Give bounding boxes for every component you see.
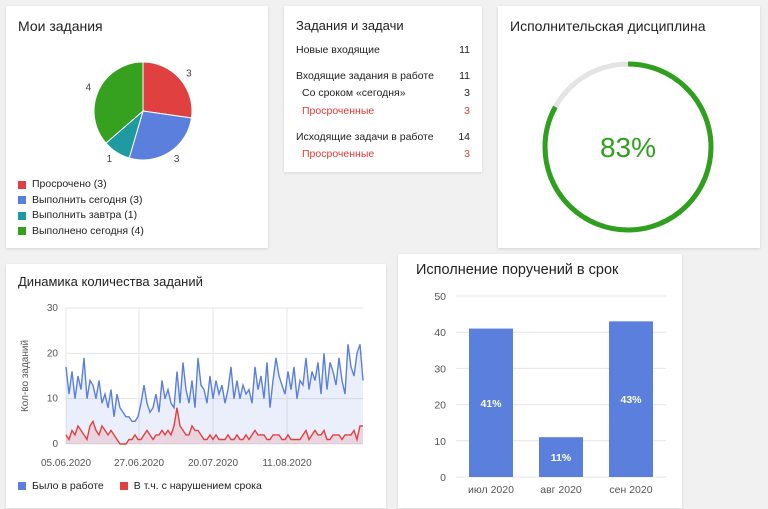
- row-value: 14: [458, 131, 470, 143]
- bar-value-label: 11%: [551, 452, 572, 464]
- row-label: Со сроком «сегодня»: [302, 87, 406, 99]
- tasks-summary-title: Задания и задачи: [296, 18, 404, 33]
- my-tasks-card: Мои задания 3 3 1 4 Просрочено (3) Выполнит…: [6, 6, 268, 248]
- discipline-card: Исполнительская дисциплина 83%: [498, 6, 760, 248]
- legend-swatch: [119, 482, 128, 490]
- pie-slice-label: 4: [86, 82, 92, 93]
- x-tick-label: 11.08.2020: [262, 458, 312, 469]
- y-tick-label: 10: [434, 436, 446, 448]
- gauge-progress: [542, 61, 714, 233]
- legend-swatch: [18, 180, 26, 189]
- y-tick-label: 0: [440, 472, 446, 484]
- row-outgoing-in-work[interactable]: Исходящие задачи в работе 14: [296, 131, 470, 143]
- pie-slice-label: 3: [186, 69, 192, 80]
- row-label: Просроченные: [302, 105, 375, 117]
- row-incoming-in-work[interactable]: Входящие задания в работе 11: [296, 70, 470, 82]
- row-value: 11: [459, 44, 470, 56]
- bar-value-label: 43%: [620, 394, 642, 406]
- legend-item-due-today[interactable]: Выполнить сегодня (3): [18, 193, 144, 209]
- row-label: Входящие задания в работе: [296, 70, 434, 82]
- y-tick-label: 30: [47, 303, 59, 314]
- y-tick-label: 30: [434, 363, 446, 375]
- x-tick-label: июл 2020: [468, 484, 514, 496]
- dynamics-title: Динамика количества заданий: [18, 274, 203, 289]
- y-tick-label: 20: [47, 348, 59, 359]
- series-line-overdue[interactable]: [65, 407, 363, 445]
- pie-slice[interactable]: [142, 61, 193, 119]
- legend-swatch: [18, 227, 26, 236]
- discipline-title: Исполнительская дисциплина: [510, 18, 706, 34]
- area-in-work: [66, 344, 363, 444]
- row-due-today[interactable]: Со сроком «сегодня» 3: [296, 87, 470, 99]
- x-tick-label: 05.06.2020: [41, 458, 91, 469]
- row-value: 3: [464, 148, 470, 160]
- bar[interactable]: [539, 437, 583, 477]
- bar[interactable]: [609, 321, 653, 477]
- y-tick-label: 20: [434, 400, 446, 412]
- bar[interactable]: [469, 328, 513, 477]
- dynamics-card: Динамика количества заданий 0 10 20 30 05.06…: [6, 264, 386, 508]
- on-time-card: Исполнение поручений в срок 0 10 20 30 40 50 4…: [398, 254, 682, 508]
- y-tick-label: 50: [434, 291, 446, 303]
- pie-slice[interactable]: [93, 61, 144, 144]
- legend-label: В т.ч. с нарушением срока: [133, 480, 262, 492]
- row-outgoing-overdue[interactable]: Просроченные 3: [296, 148, 470, 160]
- y-tick-label: 0: [52, 439, 58, 450]
- row-value: 3: [464, 105, 470, 117]
- legend-swatch: [18, 196, 26, 205]
- legend-label: Просрочено (3): [32, 178, 107, 190]
- legend-item-overdue[interactable]: В т.ч. с нарушением срока: [119, 480, 262, 492]
- y-tick-label: 10: [47, 394, 59, 405]
- series-line-in-work[interactable]: [65, 344, 364, 423]
- x-tick-label: 20.07.2020: [188, 458, 238, 469]
- dynamics-chart: 0 10 20 30 05.06.2020 27.06.2020 20.07.2020 11.…: [20, 303, 364, 469]
- pie-slice-label: 1: [107, 154, 113, 165]
- x-tick-label: авг 2020: [540, 484, 582, 496]
- pie-slice-label: 3: [174, 154, 180, 165]
- row-label: Исходящие задачи в работе: [296, 131, 434, 143]
- y-tick-label: 40: [434, 327, 446, 339]
- legend-label: Выполнено сегодня (4): [32, 224, 144, 237]
- legend-swatch: [18, 482, 26, 490]
- tasks-summary-card: Задания и задачи Новые входящие 11 Входя…: [284, 6, 482, 172]
- legend-swatch: [18, 211, 26, 220]
- legend-item-in-work[interactable]: Было в работе: [18, 480, 104, 492]
- discipline-gauge: 83%: [542, 61, 714, 233]
- my-tasks-legend: Просрочено (3) Выполнить сегодня (3) Вып…: [18, 177, 144, 239]
- row-value: 11: [459, 70, 470, 82]
- row-label: Просроченные: [302, 148, 375, 160]
- row-label: Новые входящие: [296, 44, 380, 56]
- on-time-title: Исполнение поручений в срок: [416, 262, 619, 278]
- gauge-value: 83%: [600, 132, 656, 163]
- legend-item-due-tomorrow[interactable]: Выполнить завтра (1): [18, 208, 144, 224]
- row-incoming-overdue[interactable]: Просроченные 3: [296, 105, 470, 117]
- legend-item-done-today[interactable]: Выполнено сегодня (4): [18, 224, 144, 240]
- row-value: 3: [464, 87, 470, 99]
- legend-label: Выполнить сегодня (3): [32, 193, 143, 206]
- my-tasks-pie-chart: 3 3 1 4: [86, 61, 193, 165]
- dynamics-legend: Было в работе В т.ч. с нарушением срока: [18, 480, 262, 492]
- y-axis-label: Кол-во заданий: [20, 340, 31, 412]
- area-overdue: [66, 407, 363, 444]
- my-tasks-title: Мои задания: [18, 18, 103, 34]
- x-tick-label: сен 2020: [609, 484, 652, 496]
- on-time-bar-chart: 0 10 20 30 40 50 41% июл 2020 11% авг 2020 43% сен …: [434, 291, 666, 496]
- legend-label: Было в работе: [32, 480, 104, 492]
- pie-slice[interactable]: [128, 110, 193, 161]
- x-tick-label: 27.06.2020: [114, 458, 164, 469]
- legend-item-overdue[interactable]: Просрочено (3): [18, 177, 144, 193]
- legend-label: Выполнить завтра (1): [32, 209, 138, 221]
- row-new-incoming[interactable]: Новые входящие 11: [296, 44, 470, 56]
- bar-value-label: 41%: [480, 398, 502, 410]
